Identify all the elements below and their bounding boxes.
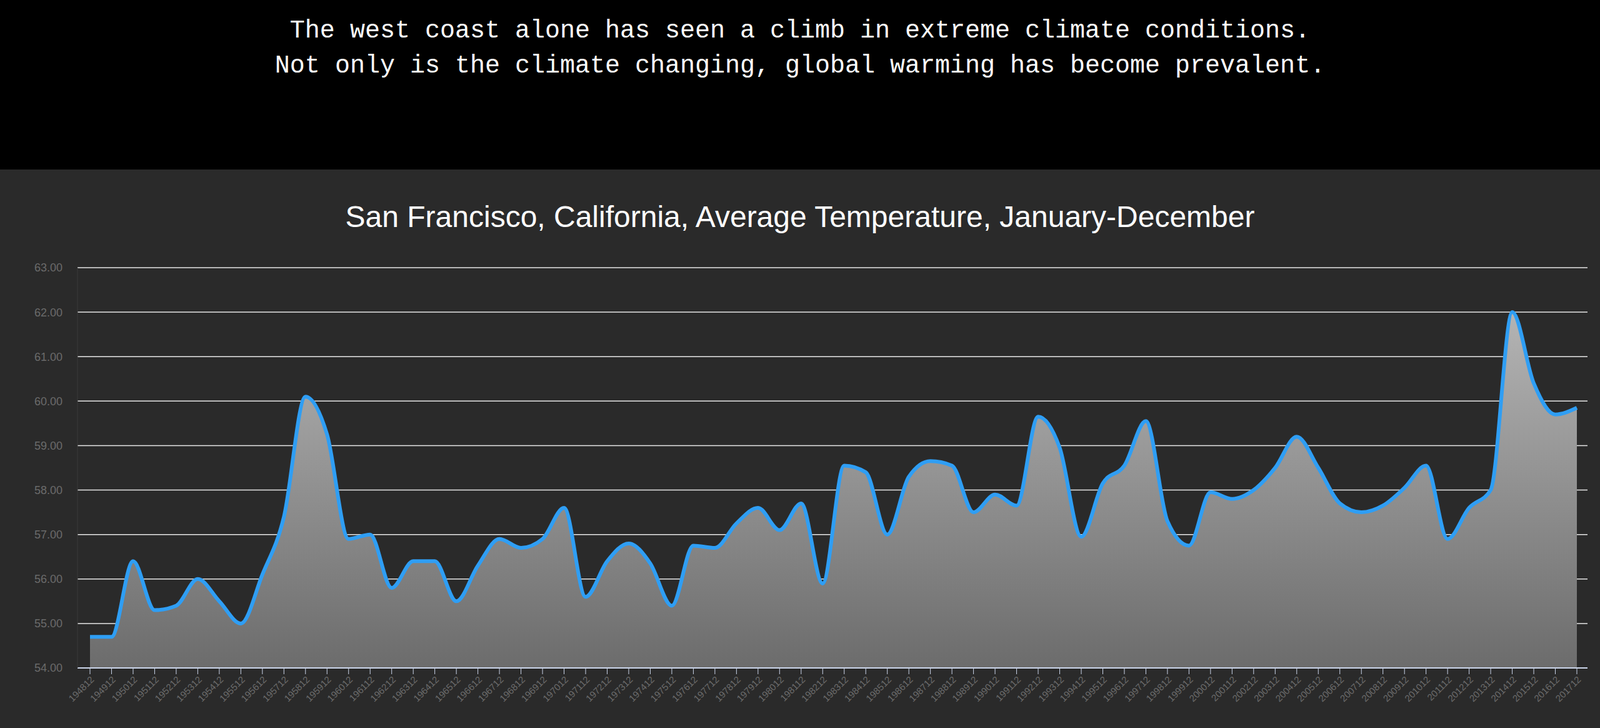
svg-text:195712: 195712 <box>260 673 290 704</box>
svg-text:195512: 195512 <box>217 673 247 704</box>
svg-text:199412: 199412 <box>1057 673 1088 704</box>
svg-text:198312: 198312 <box>820 673 851 704</box>
svg-text:195312: 195312 <box>174 673 204 704</box>
svg-text:200912: 200912 <box>1380 673 1411 704</box>
svg-text:198612: 198612 <box>885 673 915 704</box>
svg-text:55.00: 55.00 <box>34 616 63 630</box>
html-text:San Francisco, California, Ave: San Francisco, California, Average Tempe… <box>345 200 1255 234</box>
svg-text:201412: 201412 <box>1488 673 1519 704</box>
svg-text:199912: 199912 <box>1165 673 1195 704</box>
html-text:The west coast alone has seen: The west coast alone has seen a climb in… <box>289 16 1311 45</box>
svg-text:197412: 197412 <box>626 673 657 704</box>
svg-text:200112: 200112 <box>1209 673 1239 703</box>
svg-text:195212: 195212 <box>152 673 183 704</box>
svg-text:196112: 196112 <box>347 673 377 703</box>
svg-text:62.00: 62.00 <box>34 306 63 319</box>
svg-text:199012: 199012 <box>971 673 1002 704</box>
svg-text:198512: 198512 <box>863 673 894 704</box>
svg-text:199612: 199612 <box>1100 673 1131 704</box>
svg-text:198912: 198912 <box>949 673 980 704</box>
svg-text:196012: 196012 <box>325 673 355 704</box>
svg-text:199512: 199512 <box>1079 673 1109 704</box>
svg-text:196412: 196412 <box>411 673 441 704</box>
svg-text:200712: 200712 <box>1337 673 1368 704</box>
svg-text:201712: 201712 <box>1553 673 1583 704</box>
svg-text:197912: 197912 <box>734 673 765 704</box>
svg-text:196812: 196812 <box>497 673 527 704</box>
svg-text:196912: 196912 <box>518 673 549 704</box>
svg-text:195412: 195412 <box>195 673 226 704</box>
svg-text:199812: 199812 <box>1143 673 1174 704</box>
svg-text:60.00: 60.00 <box>34 395 63 408</box>
svg-text:198812: 198812 <box>928 673 958 704</box>
svg-text:197612: 197612 <box>669 673 700 704</box>
svg-text:198712: 198712 <box>906 673 937 704</box>
svg-text:199212: 199212 <box>1014 673 1045 704</box>
svg-text:201612: 201612 <box>1531 673 1562 704</box>
svg-text:200312: 200312 <box>1251 673 1282 704</box>
svg-text:197012: 197012 <box>540 673 571 704</box>
svg-text:199112: 199112 <box>993 673 1023 703</box>
svg-text:196512: 196512 <box>432 673 463 704</box>
svg-text:198212: 198212 <box>799 673 829 704</box>
svg-text:196712: 196712 <box>475 673 506 704</box>
svg-text:59.00: 59.00 <box>34 439 63 452</box>
svg-text:194812: 194812 <box>66 673 97 704</box>
svg-text:61.00: 61.00 <box>34 350 63 364</box>
svg-text:197312: 197312 <box>605 673 635 704</box>
svg-text:57.00: 57.00 <box>34 528 63 541</box>
svg-text:54.00: 54.00 <box>34 661 63 674</box>
svg-text:200612: 200612 <box>1316 673 1346 704</box>
svg-text:196312: 196312 <box>389 673 420 704</box>
svg-text:200412: 200412 <box>1273 673 1303 704</box>
svg-text:201312: 201312 <box>1467 673 1497 704</box>
svg-text:195112: 195112 <box>131 673 161 703</box>
svg-text:200512: 200512 <box>1294 673 1325 704</box>
svg-text:196212: 196212 <box>368 673 398 704</box>
svg-text:199712: 199712 <box>1122 673 1152 704</box>
svg-text:63.00: 63.00 <box>34 261 63 274</box>
svg-text:197112: 197112 <box>562 673 592 703</box>
svg-text:200212: 200212 <box>1230 673 1260 704</box>
svg-text:201012: 201012 <box>1402 673 1432 704</box>
svg-text:197212: 197212 <box>583 673 614 704</box>
svg-text:58.00: 58.00 <box>34 483 63 497</box>
svg-text:197812: 197812 <box>712 673 743 704</box>
svg-text:201512: 201512 <box>1510 673 1540 704</box>
svg-text:198112: 198112 <box>778 673 808 703</box>
svg-text:197512: 197512 <box>648 673 678 704</box>
svg-text:201212: 201212 <box>1445 673 1476 704</box>
svg-text:199312: 199312 <box>1036 673 1066 704</box>
svg-text:198412: 198412 <box>842 673 872 704</box>
html-text:Not only is the climate changi: Not only is the climate changing, global… <box>274 51 1326 80</box>
svg-text:194912: 194912 <box>87 673 118 704</box>
svg-text:56.00: 56.00 <box>34 572 63 585</box>
svg-text:195812: 195812 <box>281 673 312 704</box>
svg-text:200012: 200012 <box>1186 673 1217 704</box>
svg-text:201112: 201112 <box>1424 673 1454 703</box>
svg-text:195612: 195612 <box>238 673 269 704</box>
svg-text:198012: 198012 <box>755 673 786 704</box>
svg-text:200812: 200812 <box>1359 673 1389 704</box>
svg-text:196612: 196612 <box>454 673 484 704</box>
svg-text:197712: 197712 <box>691 673 721 704</box>
svg-text:195012: 195012 <box>109 673 140 704</box>
svg-text:195912: 195912 <box>303 673 334 704</box>
